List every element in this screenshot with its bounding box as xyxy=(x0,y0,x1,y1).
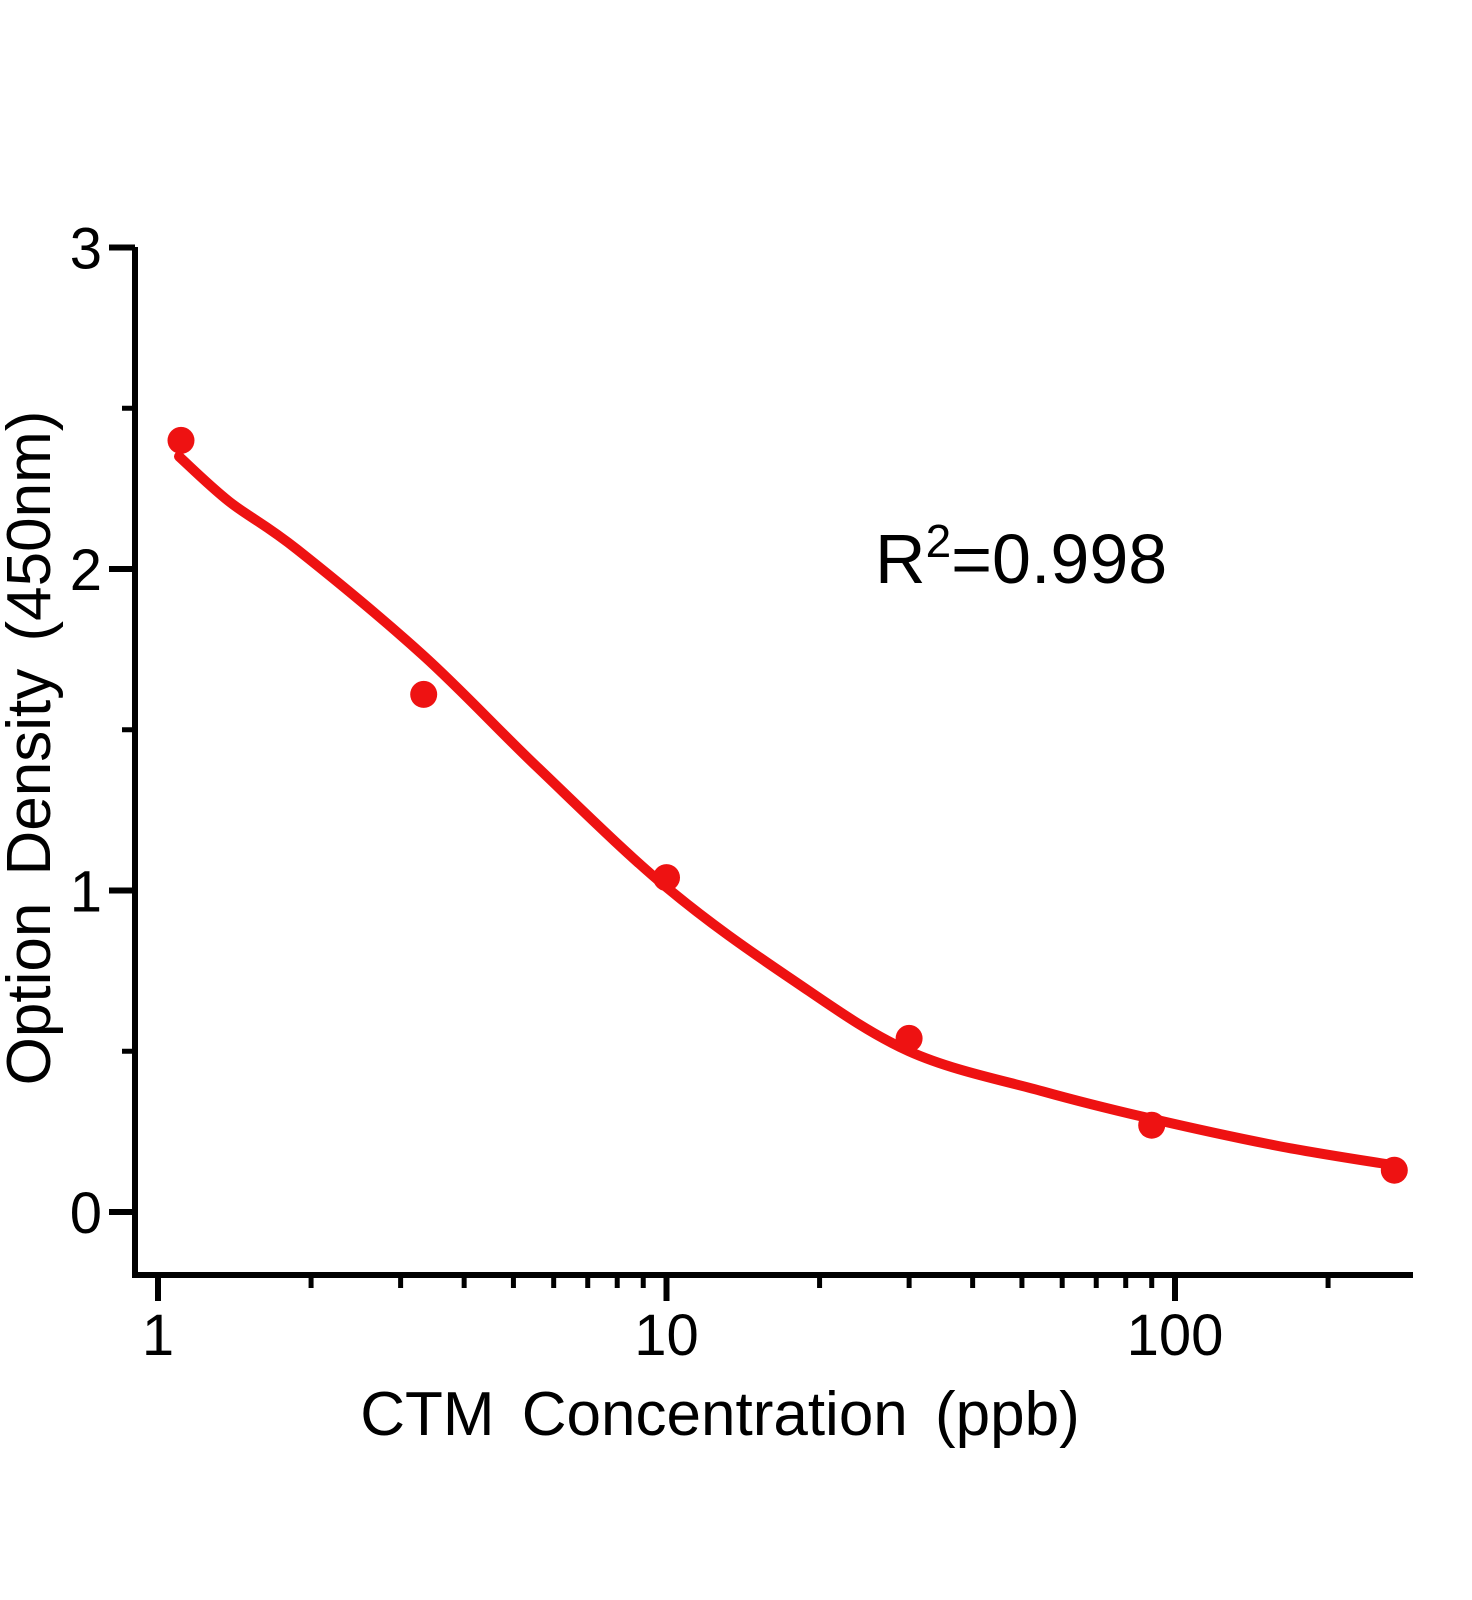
data-points xyxy=(167,426,1408,1184)
axes xyxy=(132,247,1413,1278)
x-axis-title: CTM Concentration (ppb) xyxy=(360,1380,1080,1449)
y-tick-label: 2 xyxy=(70,538,102,603)
data-point xyxy=(167,426,195,454)
y-tick-label: 3 xyxy=(70,217,102,282)
r-squared-annotation: R2=0.998 xyxy=(875,515,1167,598)
y-axis-title: Option Density (450nm) xyxy=(0,411,64,1086)
x-tick-label: 1 xyxy=(142,1303,174,1368)
x-tick-label: 100 xyxy=(1127,1303,1224,1368)
x-tick-label: 10 xyxy=(634,1303,699,1368)
fit-curve-line xyxy=(174,451,1400,1171)
axis-ticks xyxy=(109,244,1331,1301)
data-point xyxy=(410,680,438,708)
data-point xyxy=(653,864,680,892)
data-point xyxy=(895,1024,923,1052)
data-point xyxy=(1380,1156,1408,1184)
data-point xyxy=(1138,1111,1166,1139)
y-tick-label: 1 xyxy=(70,860,102,925)
y-tick-label: 0 xyxy=(70,1181,102,1246)
